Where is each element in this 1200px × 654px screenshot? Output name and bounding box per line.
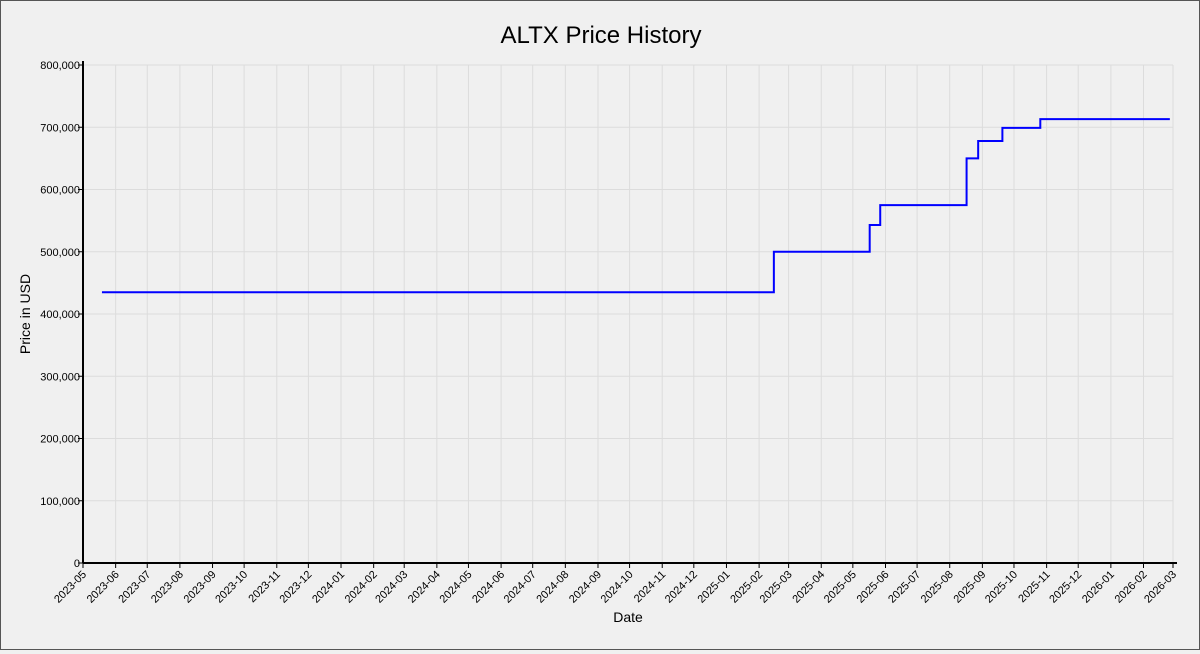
x-tick-label: 2025-04 (790, 569, 827, 606)
x-tick-label: 2023-11 (246, 569, 282, 605)
x-tick-label: 2024-01 (310, 569, 347, 606)
x-tick-label: 2023-06 (85, 569, 122, 606)
x-tick-label: 2025-10 (983, 569, 1020, 606)
x-tick-label: 2024-08 (534, 569, 571, 606)
y-tick-label: 600,000 (40, 185, 80, 197)
x-tick-label: 2025-11 (1016, 569, 1052, 605)
y-axis-label: Price in USD (17, 274, 33, 354)
grid-lines (82, 64, 1174, 564)
x-tick-label: 2024-06 (470, 569, 507, 606)
x-tick-label: 2025-07 (886, 569, 923, 606)
y-tick-label: 100,000 (40, 496, 80, 508)
x-tick-label: 2024-09 (567, 569, 604, 606)
x-tick-label: 2024-03 (373, 569, 410, 606)
y-tick-label: 300,000 (40, 371, 80, 383)
y-tick-label: 200,000 (40, 434, 80, 446)
x-axis-label: Date (613, 609, 643, 625)
chart-title: ALTX Price History (501, 22, 702, 49)
y-axis-ticks: 0 100,000 200,000 300,000 400,000 500,000 600,… (40, 60, 83, 570)
x-tick-label: 2025-01 (696, 569, 733, 606)
y-tick-label: 0 (74, 558, 80, 570)
x-tick-label: 2024-05 (438, 569, 475, 606)
x-tick-label: 2023-09 (182, 569, 219, 606)
x-tick-label: 2025-08 (919, 569, 956, 606)
x-tick-label: 2026-01 (1080, 569, 1117, 606)
x-tick-label: 2025-12 (1047, 569, 1084, 606)
x-tick-label: 2023-10 (213, 569, 250, 606)
x-tick-label: 2024-11 (632, 569, 668, 605)
x-tick-label: 2025-09 (951, 569, 988, 606)
x-tick-label: 2024-04 (406, 569, 443, 606)
x-tick-label: 2024-12 (663, 569, 700, 606)
x-tick-label: 2023-07 (116, 569, 153, 606)
x-tick-label: 2024-07 (502, 569, 539, 606)
x-tick-label: 2026-03 (1142, 569, 1179, 606)
y-tick-label: 400,000 (40, 309, 80, 321)
x-tick-label: 2025-06 (855, 569, 892, 606)
y-tick-label: 700,000 (40, 122, 80, 134)
x-tick-label: 2023-12 (277, 569, 314, 606)
x-tick-label: 2025-05 (822, 569, 859, 606)
x-tick-label: 2024-10 (599, 569, 636, 606)
x-axis-ticks: 2023-052023-062023-072023-082023-092023-… (52, 563, 1179, 606)
x-tick-label: 2023-05 (52, 569, 89, 606)
y-tick-label: 500,000 (40, 247, 80, 259)
x-tick-label: 2025-03 (758, 569, 795, 606)
x-tick-label: 2023-08 (149, 569, 186, 606)
price-line (101, 118, 1170, 294)
y-tick-label: 800,000 (40, 60, 80, 72)
x-tick-label: 2024-02 (343, 569, 380, 606)
